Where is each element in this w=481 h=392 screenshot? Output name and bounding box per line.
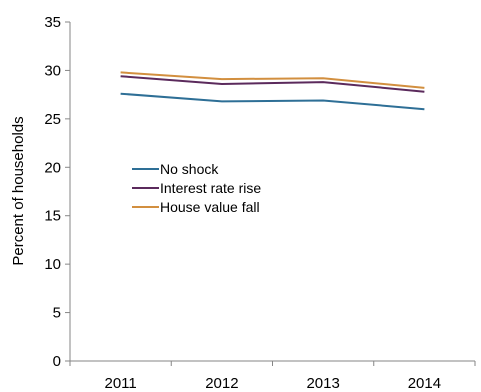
legend-label: No shock bbox=[160, 161, 219, 177]
y-tick-label: 0 bbox=[53, 353, 61, 370]
y-tick-label: 10 bbox=[44, 256, 61, 273]
y-tick-label: 35 bbox=[44, 14, 61, 31]
y-tick-label: 20 bbox=[44, 159, 61, 176]
series-layer bbox=[120, 71, 425, 111]
x-tick-label: 2012 bbox=[205, 375, 238, 392]
legend-label: House value fall bbox=[160, 199, 260, 215]
x-tick-label: 2014 bbox=[408, 375, 441, 392]
series-line-2 bbox=[120, 71, 425, 89]
legend-label: Interest rate rise bbox=[160, 180, 261, 196]
x-tick-label: 2011 bbox=[104, 375, 136, 392]
series-line-0 bbox=[120, 92, 425, 111]
y-axis: 0 5 10 15 20 25 30 35 bbox=[44, 14, 71, 370]
legend: No shock Interest rate rise House value fa… bbox=[132, 161, 261, 215]
series-line-1 bbox=[120, 75, 425, 93]
y-tick-label: 15 bbox=[44, 208, 61, 225]
y-tick-label: 5 bbox=[53, 305, 61, 322]
x-axis: 2011 2012 2013 2014 bbox=[69, 360, 476, 392]
y-axis-title: Percent of households bbox=[10, 116, 27, 265]
x-tick-label: 2013 bbox=[306, 375, 339, 392]
y-tick-label: 30 bbox=[44, 62, 61, 79]
y-tick-label: 25 bbox=[44, 111, 61, 128]
